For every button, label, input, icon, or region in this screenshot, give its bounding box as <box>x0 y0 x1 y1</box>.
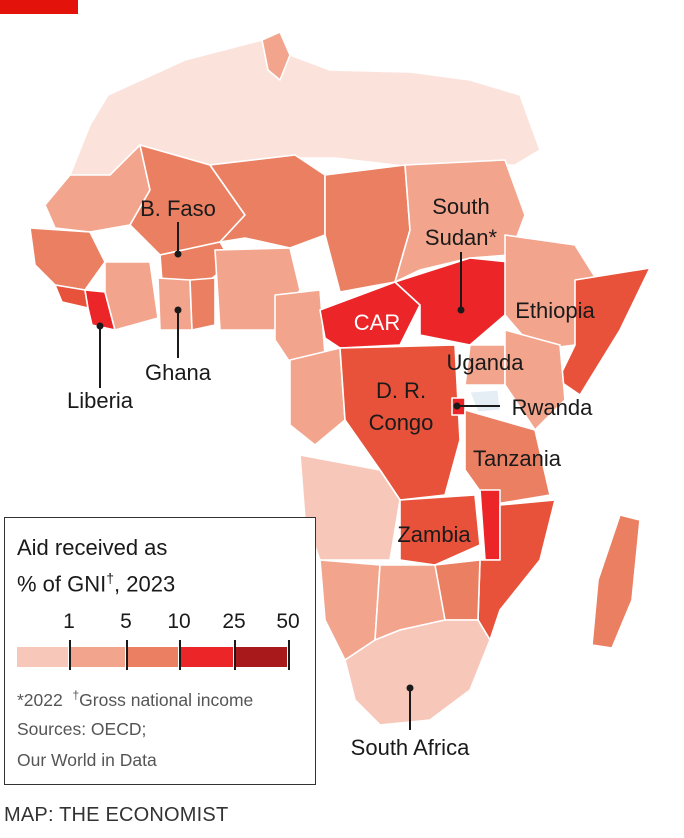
liberia-region <box>84 289 116 331</box>
label-tanzania: Tanzania <box>473 446 562 471</box>
legend-sources-2: Our World in Data <box>17 750 157 770</box>
malawi-region <box>479 489 501 561</box>
label-ghana: Ghana <box>145 360 212 385</box>
label-uganda: Uganda <box>446 350 524 375</box>
b-faso-dot <box>174 250 182 258</box>
legend-swatch-1-5 <box>70 647 125 667</box>
country-regions <box>29 31 651 726</box>
legend-footnotes: *2022 †Gross national income <box>17 688 253 711</box>
label-rwanda: Rwanda <box>512 395 593 420</box>
south-africa-dot <box>406 684 414 692</box>
tanzania-region <box>464 409 551 506</box>
legend-scale: 1 5 10 25 50 <box>17 610 301 670</box>
legend-tick-label: 5 <box>120 610 132 633</box>
legend-title: Aid received as % of GNI†, 2023 <box>17 532 175 599</box>
south-africa-region <box>344 619 491 726</box>
legend-title-line2: % of GNI†, 2023 <box>17 563 175 599</box>
tunisia-region <box>261 31 291 81</box>
label-pointers <box>96 222 500 730</box>
label-south-sudan-1: South <box>432 194 490 219</box>
label-car: CAR <box>354 310 400 335</box>
label-zambia: Zambia <box>397 522 471 547</box>
drc-region <box>339 344 461 501</box>
liberia-dot <box>96 322 104 330</box>
somalia-region <box>557 267 651 396</box>
madagascar-region <box>591 514 641 649</box>
legend-swatch-10-25 <box>180 647 233 667</box>
map-credit: MAP: THE ECONOMIST <box>4 804 229 826</box>
label-south-sudan-2: Sudan* <box>425 225 498 250</box>
country-labels: B. Faso South Sudan* CAR Ethiopia Uganda… <box>67 194 596 760</box>
legend-tick-label: 50 <box>276 610 300 633</box>
ghana-region <box>157 277 193 331</box>
label-liberia: Liberia <box>67 388 134 413</box>
legend-title-prefix: % of GNI <box>17 571 107 597</box>
footnote-dagger: Gross national income <box>79 689 254 710</box>
guinea-region <box>29 227 106 291</box>
legend-swatch-25-50 <box>235 647 287 667</box>
south-sudan-region <box>394 257 511 346</box>
ghana-dot <box>174 306 182 314</box>
label-south-africa: South Africa <box>351 735 470 760</box>
zambia-region <box>399 494 481 566</box>
legend-title-line1: Aid received as <box>17 535 168 560</box>
legend-tick-line <box>126 640 128 670</box>
legend-sources-1: Sources: OECD; <box>17 719 147 739</box>
legend: Aid received as % of GNI†, 2023 1 5 10 2… <box>4 517 316 785</box>
lake-victoria <box>469 389 501 413</box>
label-b-faso: B. Faso <box>140 196 216 221</box>
legend-swatch-5-10 <box>127 647 178 667</box>
legend-tick-label: 10 <box>167 610 191 633</box>
legend-tick-line <box>179 640 181 670</box>
togo-benin-region <box>189 277 216 331</box>
legend-title-dagger: † <box>106 570 115 586</box>
label-drc-2: Congo <box>369 410 434 435</box>
gabon-congo-region <box>289 347 346 446</box>
legend-title-suffix: , 2023 <box>114 571 176 597</box>
legend-tick-line <box>69 640 71 670</box>
rwanda-dot <box>453 402 461 410</box>
legend-tick-line <box>234 640 236 670</box>
label-drc-1: D. R. <box>376 378 426 403</box>
legend-tick-line <box>288 640 290 670</box>
south-sudan-dot <box>457 306 465 314</box>
legend-tick-label: 1 <box>63 610 75 633</box>
legend-swatch-under-1 <box>17 647 68 667</box>
economist-accent-bar <box>0 0 78 14</box>
label-ethiopia: Ethiopia <box>515 298 595 323</box>
kenya-region <box>504 329 566 431</box>
legend-tick-label: 25 <box>222 610 246 633</box>
footnote-dagger-mark: † <box>72 688 80 702</box>
ivory-coast-region <box>104 261 159 331</box>
footnote-star: *2022 <box>17 689 63 710</box>
